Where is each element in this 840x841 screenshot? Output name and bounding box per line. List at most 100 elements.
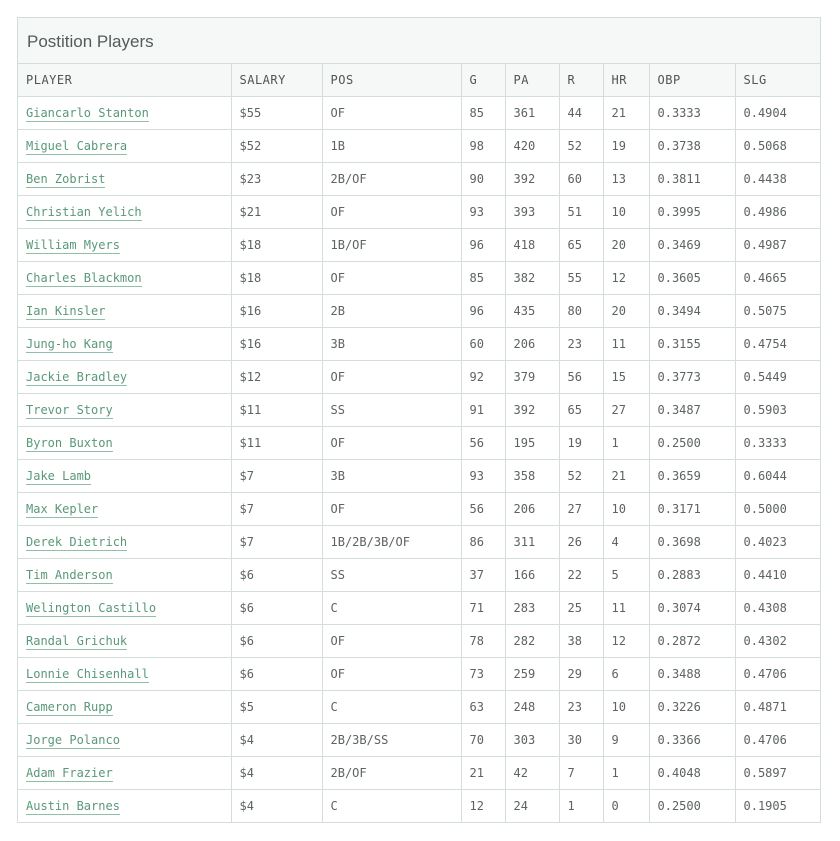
slg-cell: 0.4754	[735, 327, 820, 361]
g-cell: 93	[461, 459, 506, 493]
hr-cell: 20	[603, 228, 650, 262]
player-link[interactable]: Lonnie Chisenhall	[26, 667, 149, 683]
pa-cell: 282	[505, 624, 560, 658]
r-cell: 44	[559, 96, 604, 130]
pos-cell: C	[322, 591, 462, 625]
table-row: Ben Zobrist $23 2B/OF 90 392 60 13 0.3811 0.4438	[18, 162, 820, 196]
hr-cell: 15	[603, 360, 650, 394]
r-cell: 60	[559, 162, 604, 196]
salary-cell: $55	[231, 96, 323, 130]
player-link[interactable]: Trevor Story	[26, 403, 113, 419]
pos-cell: 2B/OF	[322, 162, 462, 196]
pos-cell: 2B	[322, 294, 462, 328]
player-link[interactable]: Adam Frazier	[26, 766, 113, 782]
slg-cell: 0.4986	[735, 195, 820, 229]
player-link[interactable]: Jorge Polanco	[26, 733, 120, 749]
pa-cell: 283	[505, 591, 560, 625]
player-link[interactable]: Ian Kinsler	[26, 304, 106, 320]
table-row: Byron Buxton $11 OF 56 195 19 1 0.2500 0.3333	[18, 426, 820, 460]
player-link[interactable]: Miguel Cabrera	[26, 139, 128, 155]
g-cell: 70	[461, 723, 506, 757]
pos-cell: C	[322, 789, 462, 822]
pos-cell: OF	[322, 492, 462, 526]
slg-cell: 0.4302	[735, 624, 820, 658]
column-header-slg: SLG	[735, 64, 820, 97]
player-cell: Max Kepler	[18, 492, 232, 526]
table-row: Christian Yelich $21 OF 93 393 51 10 0.3995 0.49…	[18, 195, 820, 229]
table-row: Adam Frazier $4 2B/OF 21 42 7 1 0.4048 0.5897	[18, 756, 820, 790]
pa-cell: 206	[505, 492, 560, 526]
r-cell: 25	[559, 591, 604, 625]
player-link[interactable]: Jackie Bradley	[26, 370, 128, 386]
hr-cell: 4	[603, 525, 650, 559]
table-row: Trevor Story $11 SS 91 392 65 27 0.3487 0.5903	[18, 393, 820, 427]
player-link[interactable]: Derek Dietrich	[26, 535, 128, 551]
table-row: Jung-ho Kang $16 3B 60 206 23 11 0.3155 0.4754	[18, 327, 820, 361]
player-link[interactable]: Ben Zobrist	[26, 172, 106, 188]
player-link[interactable]: Max Kepler	[26, 502, 99, 518]
hr-cell: 12	[603, 261, 650, 295]
column-header-pos: POS	[322, 64, 462, 97]
slg-cell: 0.5068	[735, 129, 820, 163]
player-cell: Trevor Story	[18, 393, 232, 427]
obp-cell: 0.3469	[649, 228, 736, 262]
player-cell: Miguel Cabrera	[18, 129, 232, 163]
obp-cell: 0.3659	[649, 459, 736, 493]
r-cell: 38	[559, 624, 604, 658]
g-cell: 78	[461, 624, 506, 658]
r-cell: 65	[559, 393, 604, 427]
player-cell: Christian Yelich	[18, 195, 232, 229]
obp-cell: 0.3698	[649, 525, 736, 559]
pos-cell: 3B	[322, 327, 462, 361]
player-link[interactable]: Welington Castillo	[26, 601, 157, 617]
table-row: Lonnie Chisenhall $6 OF 73 259 29 6 0.3488 0.470…	[18, 657, 820, 691]
player-link[interactable]: Giancarlo Stanton	[26, 106, 149, 122]
r-cell: 23	[559, 690, 604, 724]
pos-cell: OF	[322, 426, 462, 460]
player-link[interactable]: Charles Blackmon	[26, 271, 142, 287]
r-cell: 22	[559, 558, 604, 592]
slg-cell: 0.4308	[735, 591, 820, 625]
salary-cell: $18	[231, 261, 323, 295]
player-link[interactable]: Randal Grichuk	[26, 634, 128, 650]
g-cell: 90	[461, 162, 506, 196]
salary-cell: $5	[231, 690, 323, 724]
g-cell: 91	[461, 393, 506, 427]
r-cell: 52	[559, 459, 604, 493]
slg-cell: 0.4410	[735, 558, 820, 592]
player-cell: Tim Anderson	[18, 558, 232, 592]
pos-cell: OF	[322, 195, 462, 229]
salary-cell: $6	[231, 657, 323, 691]
table-row: Max Kepler $7 OF 56 206 27 10 0.3171 0.5000	[18, 492, 820, 526]
player-cell: Giancarlo Stanton	[18, 96, 232, 130]
g-cell: 98	[461, 129, 506, 163]
salary-cell: $11	[231, 393, 323, 427]
player-cell: Jake Lamb	[18, 459, 232, 493]
player-link[interactable]: Cameron Rupp	[26, 700, 113, 716]
g-cell: 93	[461, 195, 506, 229]
hr-cell: 5	[603, 558, 650, 592]
pos-cell: OF	[322, 360, 462, 394]
salary-cell: $4	[231, 789, 323, 822]
pa-cell: 392	[505, 162, 560, 196]
pos-cell: C	[322, 690, 462, 724]
player-link[interactable]: Tim Anderson	[26, 568, 113, 584]
player-link[interactable]: Jung-ho Kang	[26, 337, 113, 353]
player-cell: Charles Blackmon	[18, 261, 232, 295]
pos-cell: 2B/OF	[322, 756, 462, 790]
player-link[interactable]: Austin Barnes	[26, 799, 120, 815]
salary-cell: $4	[231, 723, 323, 757]
g-cell: 71	[461, 591, 506, 625]
player-link[interactable]: Jake Lamb	[26, 469, 92, 485]
salary-cell: $16	[231, 294, 323, 328]
r-cell: 80	[559, 294, 604, 328]
player-cell: Lonnie Chisenhall	[18, 657, 232, 691]
slg-cell: 0.1905	[743, 799, 787, 813]
g-cell: 86	[461, 525, 506, 559]
column-header-r: R	[559, 64, 604, 97]
player-link[interactable]: William Myers	[26, 238, 120, 254]
g-cell: 96	[461, 228, 506, 262]
player-link[interactable]: Christian Yelich	[26, 205, 142, 221]
hr-cell: 10	[603, 492, 650, 526]
player-link[interactable]: Byron Buxton	[26, 436, 113, 452]
